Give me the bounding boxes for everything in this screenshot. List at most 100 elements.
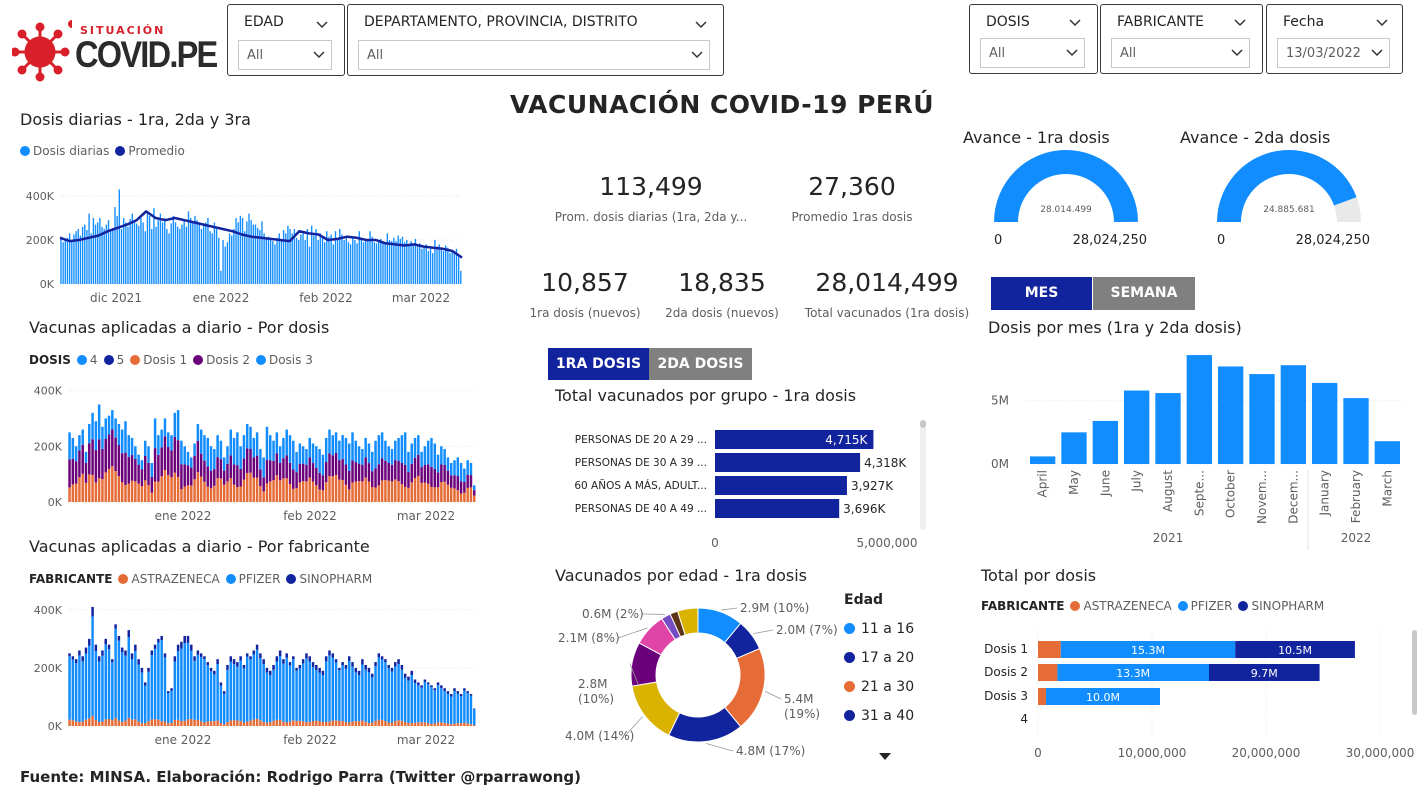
bar-segment <box>400 484 404 502</box>
filter-edad-dropdown[interactable]: All <box>238 40 332 70</box>
bar-segment <box>459 493 463 502</box>
bar-segment <box>157 481 160 502</box>
gauge-value: 24.885.681 <box>1263 205 1315 215</box>
chevron-down-icon[interactable] <box>1376 19 1388 27</box>
bar <box>207 218 209 284</box>
bar-segment <box>173 719 177 726</box>
bar <box>302 231 304 284</box>
bar-segment <box>143 440 147 456</box>
bar-segment <box>114 471 117 502</box>
bar-segment <box>176 719 180 726</box>
x-tick-label: mar 2022 <box>392 291 450 305</box>
bar-segment <box>328 650 331 656</box>
x-tick-label: ene 2022 <box>155 733 212 747</box>
category-label: 60 AÑOS A MÁS, ADULT... <box>574 479 707 492</box>
tab-semana[interactable]: SEMANA <box>1093 277 1195 310</box>
bar <box>202 225 205 284</box>
filter-fabricante[interactable]: FABRICANTE All <box>1100 4 1263 74</box>
bar <box>131 213 133 284</box>
chevron-down-icon[interactable] <box>695 21 707 29</box>
chevron-down-icon[interactable] <box>1234 19 1246 27</box>
bar-segment <box>206 662 209 666</box>
bar-segment <box>308 656 311 662</box>
bar <box>367 240 369 284</box>
bar-segment <box>232 659 236 665</box>
bar-segment <box>97 478 101 502</box>
bar-segment <box>167 432 170 448</box>
bar-segment <box>196 472 200 502</box>
bar-segment <box>344 484 348 502</box>
bar-segment <box>394 479 397 502</box>
bar <box>369 231 371 284</box>
bar-segment <box>384 662 387 722</box>
filter-fecha-dropdown[interactable]: 13/03/2022 <box>1277 38 1390 68</box>
bar-segment <box>71 659 75 721</box>
filter-fabricante-dropdown[interactable]: All <box>1111 38 1250 68</box>
bar <box>244 231 246 284</box>
bar-segment <box>433 690 437 724</box>
tab-1ra-dosis[interactable]: 1RA DOSIS <box>548 348 649 380</box>
category-label: PERSONAS DE 30 A 39 ... <box>575 457 707 469</box>
scrollbar[interactable] <box>920 420 926 530</box>
bar <box>233 229 235 284</box>
tab-2da-dosis[interactable]: 2DA DOSIS <box>649 348 752 380</box>
kpi-label: Prom. dosis diarias (1ra, 2da y... <box>554 210 748 224</box>
bar <box>185 226 188 284</box>
bar-segment <box>351 662 354 667</box>
bar-segment <box>407 676 410 681</box>
bar-segment <box>173 472 177 502</box>
bar <box>166 229 168 284</box>
bar-segment <box>150 719 154 726</box>
bar <box>105 224 108 284</box>
data-label: 2.1M (8%) <box>558 631 620 645</box>
bar-segment <box>1060 641 1236 658</box>
scroll-down-icon[interactable] <box>879 753 891 761</box>
data-label: 2.9M (10%) <box>740 601 809 615</box>
bar-segment <box>407 487 410 502</box>
filter-dosis-dropdown[interactable]: All <box>980 38 1085 68</box>
bar <box>248 213 250 284</box>
bar <box>339 229 341 284</box>
bar-segment <box>292 440 295 470</box>
bar-segment <box>117 640 121 721</box>
filter-departamento-dropdown[interactable]: All <box>358 40 710 70</box>
bar-segment <box>117 635 121 641</box>
bar-segment <box>357 481 361 502</box>
bar-segment <box>71 656 75 660</box>
bar-segment <box>449 487 453 502</box>
category-label: Dosis 3 <box>984 689 1028 703</box>
legend-item: 21 a 30 <box>861 678 915 695</box>
bar-segment <box>446 470 450 485</box>
filter-fecha-label: Fecha <box>1283 14 1325 30</box>
bar-segment <box>170 450 173 478</box>
bar-segment <box>173 436 177 473</box>
bar-segment <box>167 474 170 502</box>
chevron-down-icon[interactable] <box>1069 19 1081 27</box>
filter-dosis[interactable]: DOSIS All <box>969 4 1098 74</box>
category-label: 4 <box>1020 712 1028 726</box>
leader-line <box>706 743 734 752</box>
bar-segment <box>463 722 466 726</box>
chevron-down-icon[interactable] <box>316 21 328 29</box>
bar-segment <box>321 454 325 476</box>
bar-segment <box>229 720 233 726</box>
bar-segment <box>364 437 367 458</box>
legend-item: 4 <box>89 353 98 367</box>
bar-segment <box>170 688 173 691</box>
bar <box>349 244 352 284</box>
filter-departamento[interactable]: DEPARTAMENTO, PROVINCIA, DISTRITO All <box>347 4 724 76</box>
chart-title-total-dose: Total por dosis <box>981 566 1097 585</box>
bar-segment <box>259 658 262 721</box>
bar-segment <box>183 643 186 721</box>
bar-segment <box>272 440 275 461</box>
bar-segment <box>239 720 242 726</box>
filter-fecha[interactable]: Fecha 13/03/2022 <box>1266 4 1403 74</box>
bar <box>1374 441 1400 464</box>
bar-segment <box>186 635 190 643</box>
filter-edad[interactable]: EDAD All <box>227 4 345 76</box>
bar <box>1186 355 1212 464</box>
bar-segment <box>397 481 400 502</box>
scrollbar[interactable] <box>1412 630 1417 715</box>
bar-segment <box>295 720 298 726</box>
tab-mes[interactable]: MES <box>991 277 1092 310</box>
